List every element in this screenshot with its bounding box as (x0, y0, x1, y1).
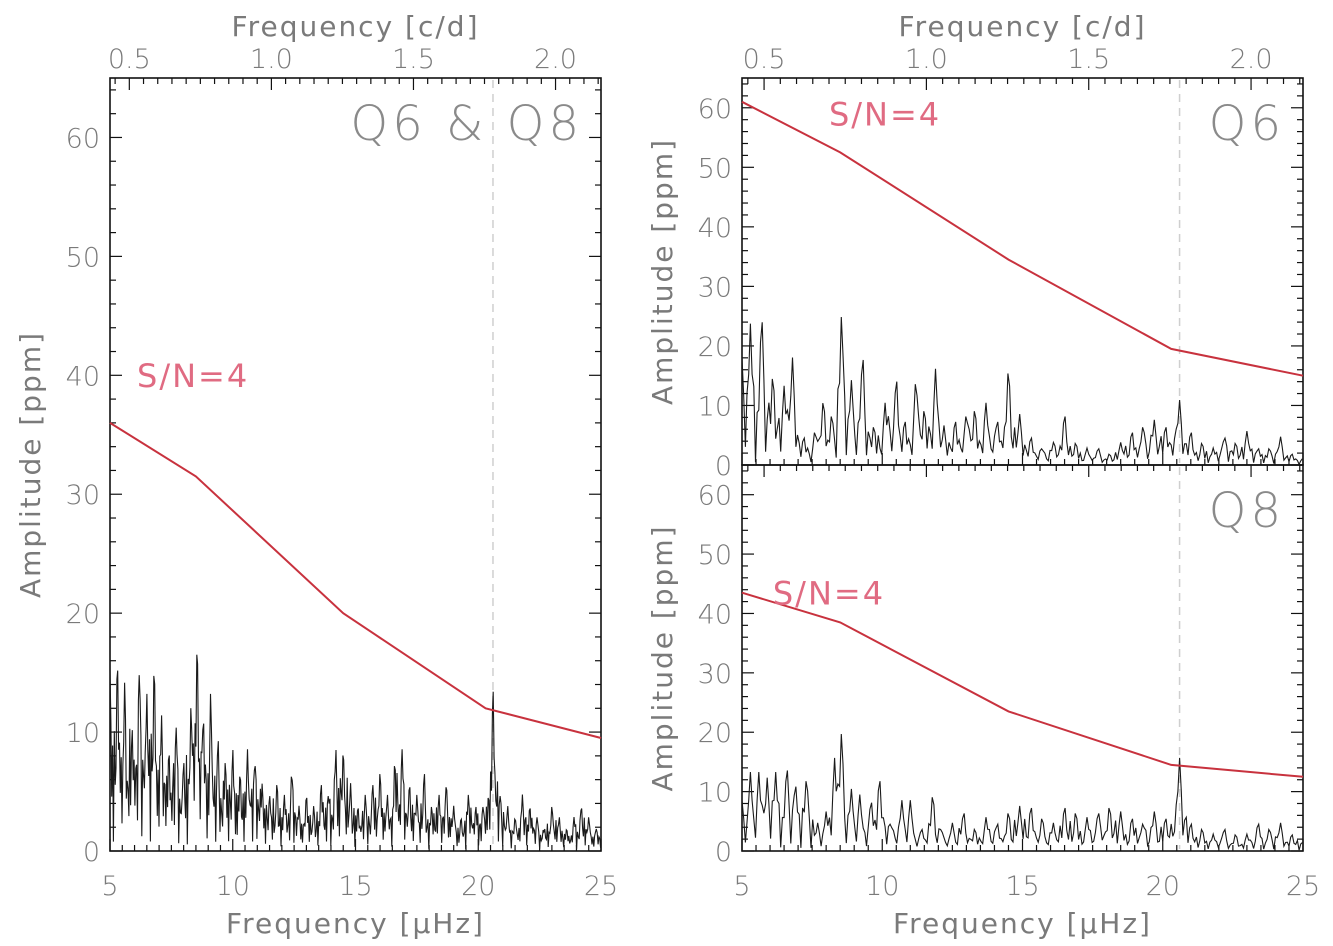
y-tick-label: 50 (698, 153, 732, 184)
x-axis-title: Frequency [µHz] (226, 907, 485, 940)
x-tick-label: 15 (338, 871, 372, 902)
x2-tick-label: 1.0 (250, 44, 293, 75)
x-tick-label: 15 (1005, 871, 1039, 902)
y-tick-label: 20 (698, 718, 732, 749)
x2-tick-label: 0.5 (743, 44, 786, 75)
sn4-label: S/N=4 (137, 357, 249, 395)
y-tick-label: 20 (698, 332, 732, 363)
x-tick-label: 5 (733, 871, 750, 902)
sn4-label: S/N=4 (773, 575, 885, 613)
amplitude-spectrum (741, 316, 1303, 466)
x2-tick-label: 1.5 (392, 44, 435, 75)
y-axis-title: Amplitude [ppm] (646, 524, 679, 791)
panel-label: Q6 & Q8 (350, 96, 583, 152)
x-axis-title: Frequency [µHz] (893, 907, 1152, 940)
y-tick-label: 40 (698, 213, 732, 244)
x-tick-label: 25 (584, 871, 618, 902)
y-tick-label: 0 (715, 837, 732, 868)
x2-tick-label: 2.0 (1230, 44, 1273, 75)
y-tick-label: 10 (698, 778, 732, 809)
y-tick-label: 10 (698, 391, 732, 422)
y-tick-label: 60 (698, 481, 732, 512)
amplitude-spectrum (741, 733, 1303, 851)
panel-q8: 0 10 20 30 40 50 60 5 10 15 20 25 Frequency [µHz] Amp… (646, 464, 1320, 940)
x-tick-label: 25 (1286, 871, 1320, 902)
y-tick-label: 0 (715, 451, 732, 482)
y-tick-label: 0 (83, 837, 100, 868)
y-tick-label: 50 (698, 540, 732, 571)
x-tick-label: 20 (1146, 871, 1180, 902)
sn4-threshold-line (109, 422, 602, 739)
x-tick-label: 10 (216, 871, 250, 902)
x-tick-label: 20 (461, 871, 495, 902)
y-tick-label: 30 (698, 659, 732, 690)
y-axis-title: Amplitude [ppm] (14, 331, 47, 598)
panel-label: Q8 (1209, 483, 1285, 539)
x2-tick-label: 0.5 (108, 44, 151, 75)
y-tick-label: 40 (698, 599, 732, 630)
x2-tick-label: 1.0 (905, 44, 948, 75)
sn4-threshold-line (741, 591, 1304, 778)
amplitude-spectrum (109, 654, 602, 850)
x-tick-label: 10 (865, 871, 899, 902)
x2-tick-label: 1.5 (1067, 44, 1110, 75)
y-axis-title: Amplitude [ppm] (646, 138, 679, 405)
x2-tick-label: 2.0 (534, 44, 577, 75)
y-tick-label: 60 (66, 123, 100, 154)
x2-axis-title: Frequency [c/d] (899, 10, 1147, 43)
sn4-threshold-line (741, 100, 1304, 377)
y-tick-label: 30 (698, 272, 732, 303)
y-tick-label: 60 (698, 94, 732, 125)
panel-q6: 0 10 20 30 40 50 60 0.5 1.0 1.5 2.0 Frequency [c/d]… (646, 10, 1304, 482)
y-tick-label: 40 (66, 361, 100, 392)
plot-frame (109, 77, 602, 852)
y-tick-label: 20 (66, 599, 100, 630)
y-tick-label: 50 (66, 242, 100, 273)
panel-label: Q6 (1209, 96, 1285, 152)
x2-axis-title: Frequency [c/d] (232, 10, 480, 43)
y-tick-label: 10 (66, 718, 100, 749)
panel-combined: 0 10 20 30 40 50 60 5 10 15 20 25 0.5 1.0 1.5 2.0 Freque… (14, 10, 618, 940)
x-tick-label: 5 (101, 871, 118, 902)
sn4-label: S/N=4 (829, 96, 941, 134)
y-tick-label: 30 (66, 480, 100, 511)
